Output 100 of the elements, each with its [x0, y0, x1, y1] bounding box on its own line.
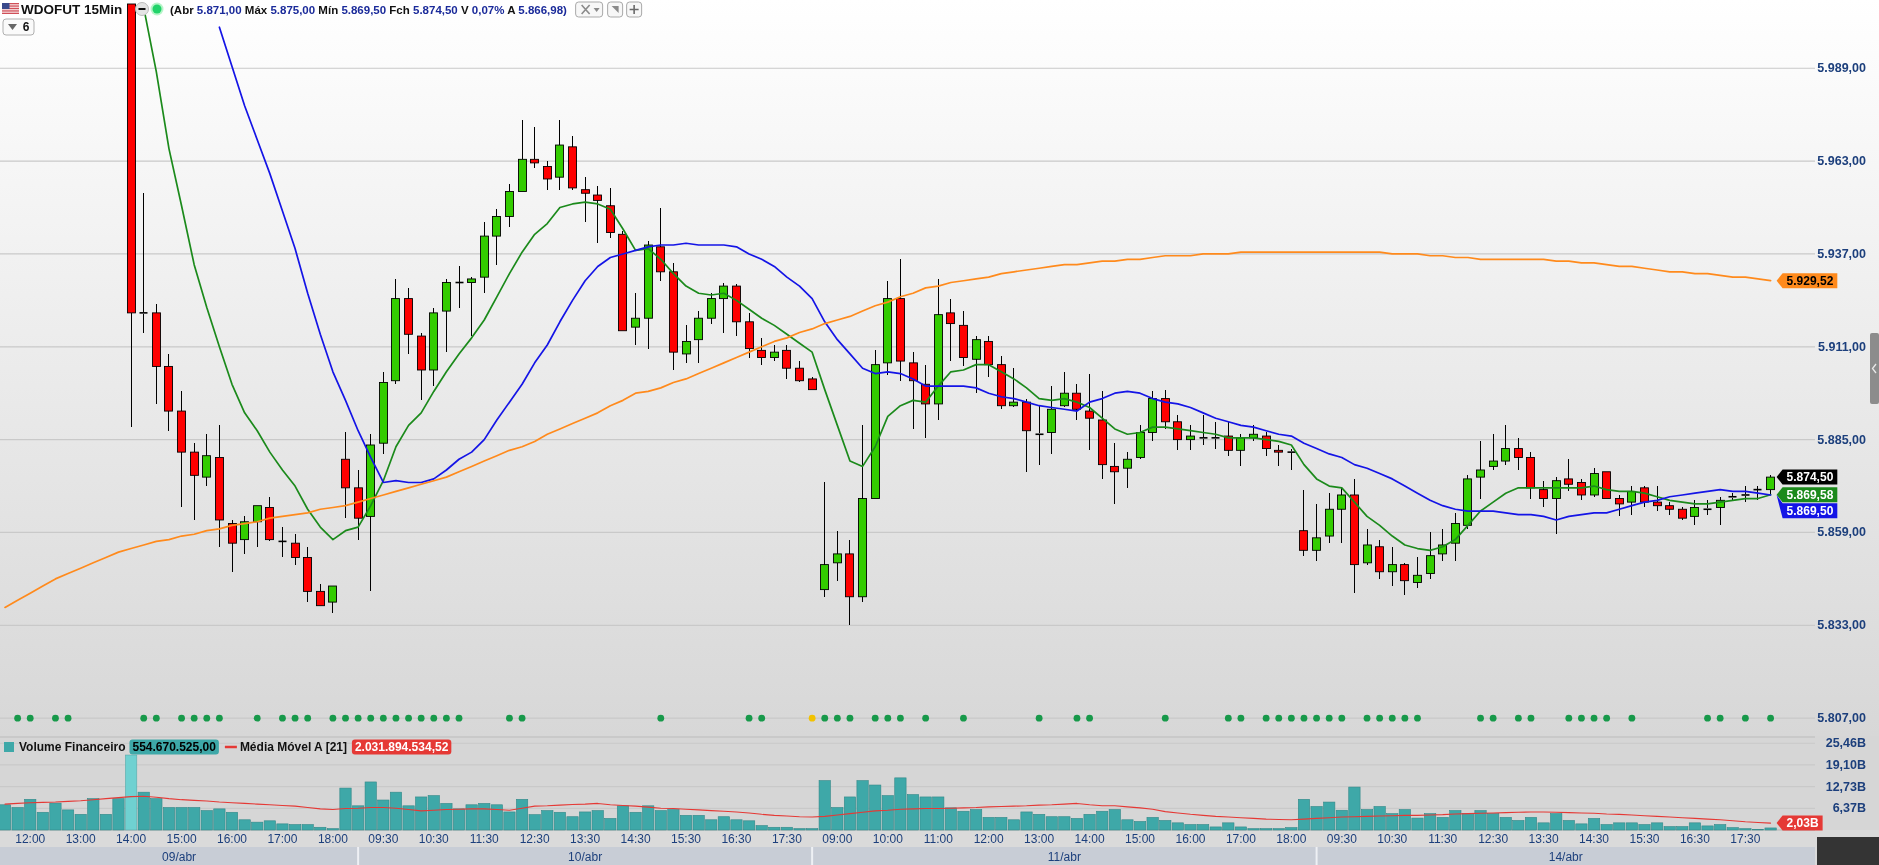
candlestick — [1602, 471, 1611, 499]
data-label: 2,03B — [1786, 816, 1819, 831]
x-tick-label: 11:30 — [469, 832, 500, 846]
bar — [125, 754, 138, 831]
y-tick-label: 19,10B — [1825, 757, 1866, 772]
y-tick-label: 5.911,00 — [1818, 339, 1867, 354]
x-tick-label: 12:00 — [15, 832, 46, 846]
candlestick — [682, 324, 691, 364]
candlestick — [909, 351, 918, 430]
x-tick-label: 16:00 — [1175, 832, 1206, 846]
candlestick — [1312, 503, 1321, 562]
candlestick — [164, 353, 173, 432]
candlestick — [871, 349, 880, 499]
candlestick — [190, 442, 199, 521]
candlestick — [644, 240, 653, 350]
candlestick — [1514, 437, 1523, 471]
x-tick-label: 10:30 — [1377, 832, 1408, 846]
candlestick — [1627, 485, 1636, 516]
x-tick-label: 13:30 — [1528, 832, 1559, 846]
candlestick — [354, 469, 363, 541]
y-tick-label: 5.807,00 — [1817, 711, 1867, 726]
x-tick-label: 11:00 — [923, 832, 954, 846]
annotation: 6 — [22, 20, 30, 34]
candlestick — [530, 126, 539, 169]
x-tick-label: 14:30 — [1579, 832, 1610, 846]
candlestick — [1388, 546, 1397, 587]
candlestick — [820, 481, 829, 598]
candlestick — [808, 376, 817, 391]
candlestick — [555, 119, 564, 191]
candlestick — [732, 283, 741, 337]
candlestick — [442, 278, 451, 353]
candlestick — [127, 3, 136, 428]
candlestick — [782, 344, 791, 380]
y-tick-label: 6,37B — [1832, 801, 1866, 816]
candlestick — [593, 185, 602, 244]
candlestick — [1035, 405, 1044, 466]
candlestick — [984, 335, 993, 378]
line-series — [4, 795, 1772, 824]
candlestick — [896, 258, 905, 382]
candlestick — [467, 276, 476, 337]
candlestick — [1123, 451, 1132, 489]
candlestick — [1526, 451, 1535, 500]
y-tick-label: 12,73B — [1825, 779, 1866, 794]
candlestick — [1098, 390, 1107, 480]
x-tick-label: 18:00 — [317, 832, 349, 846]
candlestick — [253, 505, 262, 548]
x-tick-label: 18:00 — [1276, 832, 1307, 846]
candlestick — [1173, 414, 1182, 451]
candlestick — [694, 310, 703, 364]
y-tick-label: 5.963,00 — [1817, 154, 1867, 169]
candlestick — [1400, 562, 1409, 596]
candlestick — [1413, 556, 1422, 589]
x-tick-label: 16:30 — [1679, 832, 1711, 846]
x-tick-label: 10:30 — [418, 832, 450, 846]
candlestick — [429, 307, 438, 387]
candlestick — [656, 207, 665, 282]
candlestick — [291, 533, 300, 566]
x-tick-label: 11:30 — [1428, 832, 1458, 846]
x-tick-label: 13:00 — [1024, 832, 1055, 846]
candlestick — [505, 183, 514, 228]
candlestick — [1665, 501, 1674, 516]
candlestick — [1678, 506, 1687, 521]
candlestick — [1489, 433, 1498, 471]
candlestick — [543, 160, 552, 191]
candlestick — [934, 278, 943, 421]
x-tick-label: 16:30 — [721, 832, 752, 846]
candlestick — [946, 298, 955, 362]
text: (Abr 5.871,00 Máx 5.875,00 Mín 5.869,50 Fch 5.874,50 V 0,07% A 5.866,98) — [170, 4, 567, 16]
x-tick-label: 13:00 — [65, 832, 97, 846]
x-tick-label: 10:00 — [872, 832, 904, 846]
x-tick-label: 13:30 — [570, 832, 601, 846]
x-tick-label: 15:30 — [1629, 832, 1660, 846]
candlestick — [480, 221, 489, 294]
x-tick-label: 09:30 — [368, 832, 399, 846]
data-label: 5.929,52 — [1786, 273, 1834, 288]
candlestick — [1350, 478, 1359, 594]
chart-title: WDOFUT 15Min — [21, 2, 123, 17]
candlestick — [328, 585, 337, 614]
data-label: 5.869,50 — [1786, 503, 1834, 518]
candlestick — [1590, 467, 1599, 498]
candlestick — [240, 515, 249, 555]
annotation: 2.031.894.534,52 — [354, 740, 449, 754]
candlestick — [845, 539, 854, 626]
y-tick-label: 5.833,00 — [1817, 618, 1867, 633]
candlestick — [1199, 414, 1208, 446]
annotation: 554.670.525,00 — [132, 740, 217, 754]
candlestick — [1552, 476, 1561, 535]
candlestick — [1375, 539, 1384, 580]
line-series — [4, 251, 1772, 609]
candlestick — [1426, 531, 1435, 580]
candlestick — [202, 433, 211, 487]
candlestick — [1274, 444, 1283, 467]
x-tick-label: 15:00 — [1125, 832, 1156, 846]
candlestick — [215, 424, 224, 548]
candlestick — [833, 530, 842, 582]
x-tick-label: 12:00 — [973, 832, 1005, 846]
y-tick-label: 5.859,00 — [1817, 525, 1867, 540]
candlestick — [568, 135, 577, 191]
candlestick — [139, 192, 148, 334]
x-tick-label: 14:00 — [116, 832, 147, 846]
